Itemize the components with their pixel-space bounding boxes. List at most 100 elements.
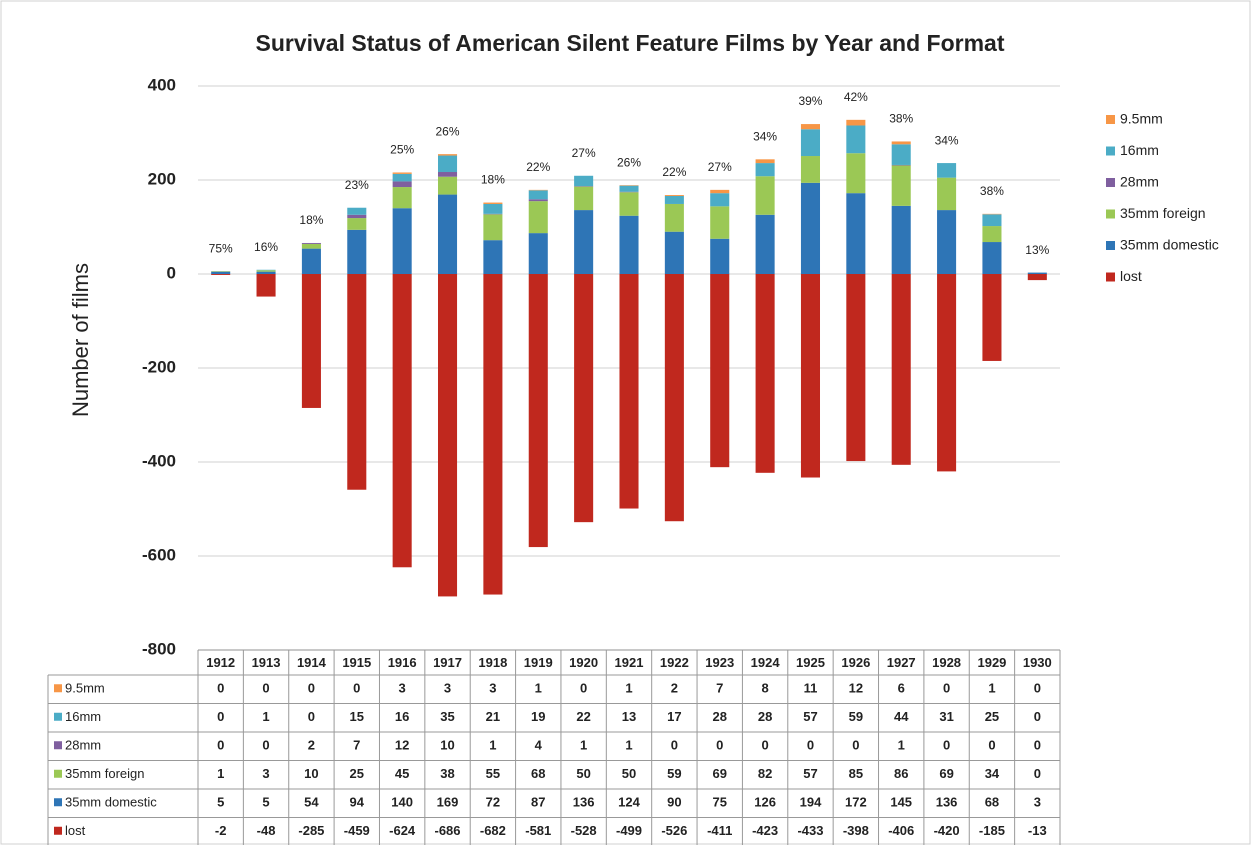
table-cell: 13	[622, 709, 636, 724]
x-tick-label: 1926	[841, 655, 870, 670]
bar-segment	[483, 240, 503, 274]
table-cell: 0	[262, 681, 269, 696]
bar-segment	[392, 208, 412, 274]
x-tick-label: 1912	[206, 655, 235, 670]
bar-segment	[347, 207, 367, 215]
bar-segment	[301, 274, 321, 408]
bar-segment	[891, 165, 911, 206]
table-cell: 5	[217, 795, 224, 810]
table-cell: 11	[804, 681, 818, 696]
table-swatch	[54, 712, 62, 721]
table-cell: 1	[988, 681, 995, 696]
table-cell: 38	[440, 766, 454, 781]
bar-segment	[846, 119, 866, 126]
table-row-label: 9.5mm	[65, 681, 105, 696]
bar-segment	[710, 274, 730, 468]
bar-segment	[437, 194, 458, 274]
bar-segment	[664, 195, 684, 204]
table-cell: 10	[304, 766, 318, 781]
table-swatch	[54, 769, 62, 778]
table-cell: -459	[344, 823, 370, 838]
table-cell: 1	[489, 738, 496, 753]
table-cell: 0	[807, 738, 814, 753]
table-cell: 31	[939, 709, 953, 724]
table-row-label: 28mm	[65, 738, 101, 753]
x-tick-label: 1920	[569, 655, 598, 670]
bar-segment	[347, 274, 367, 490]
table-cell: 0	[353, 681, 360, 696]
bar-segment	[982, 226, 1002, 243]
table-cell: 44	[894, 709, 909, 724]
table-cell: -423	[752, 823, 778, 838]
x-tick-label: 1915	[342, 655, 371, 670]
table-cell: 12	[395, 738, 409, 753]
x-tick-label: 1923	[705, 655, 734, 670]
table-cell: 50	[576, 766, 590, 781]
table-cell: 136	[573, 795, 595, 810]
table-cell: 145	[890, 795, 912, 810]
table-cell: 0	[217, 681, 224, 696]
table-swatch	[54, 684, 62, 693]
bar-segment	[800, 182, 821, 274]
bar-segment	[937, 163, 957, 178]
y-tick-label: 400	[148, 75, 176, 94]
survival-label: 75%	[209, 241, 233, 255]
survival-label: 13%	[1025, 243, 1049, 257]
bar-segment	[392, 187, 412, 209]
x-tick-label: 1913	[252, 655, 281, 670]
table-swatch	[54, 826, 62, 835]
y-tick-label: -400	[142, 451, 176, 470]
table-cell: 0	[1034, 766, 1041, 781]
table-cell: 10	[440, 738, 454, 753]
bar-segment	[800, 156, 821, 183]
table-cell: 0	[262, 738, 269, 753]
bar-segment	[755, 176, 775, 215]
bar-segment	[301, 248, 321, 274]
bar-segment	[301, 243, 321, 249]
table-cell: 45	[395, 766, 409, 781]
legend-label: lost	[1120, 268, 1142, 284]
table-cell: 0	[761, 738, 768, 753]
table-cell: 1	[217, 766, 224, 781]
bar-segment	[846, 153, 866, 194]
table-cell: 34	[985, 766, 1000, 781]
table-cell: 17	[667, 709, 681, 724]
table-cell: 0	[1034, 738, 1041, 753]
legend-swatch	[1106, 178, 1115, 187]
table-cell: 7	[353, 738, 360, 753]
survival-label: 27%	[572, 146, 596, 160]
table-cell: -499	[616, 823, 642, 838]
survival-label: 26%	[617, 155, 641, 169]
table-cell: 140	[391, 795, 413, 810]
x-tick-label: 1917	[433, 655, 462, 670]
bar-segment	[664, 274, 684, 522]
table-cell: -185	[979, 823, 1005, 838]
survival-label: 39%	[798, 94, 822, 108]
table-row-label: lost	[65, 823, 86, 838]
x-tick-label: 1929	[977, 655, 1006, 670]
table-row-label: 35mm foreign	[65, 766, 144, 781]
table-cell: 4	[535, 738, 543, 753]
bar-segment	[392, 172, 412, 174]
bar-segment	[1027, 274, 1047, 281]
survival-label: 23%	[345, 178, 369, 192]
table-cell: -411	[707, 823, 732, 838]
table-cell: 136	[936, 795, 958, 810]
bar-segment	[483, 203, 503, 214]
bar-segment	[846, 274, 866, 462]
bar-segment	[347, 229, 367, 274]
table-cell: 69	[939, 766, 953, 781]
table-cell: 68	[985, 795, 999, 810]
table-cell: -624	[389, 823, 416, 838]
table-cell: 3	[444, 681, 451, 696]
y-tick-label: -800	[142, 639, 176, 658]
table-cell: 16	[395, 709, 409, 724]
table-swatch	[54, 741, 62, 750]
bar-segment	[800, 124, 821, 130]
bar-segment	[982, 274, 1002, 361]
table-cell: 1	[262, 709, 269, 724]
bar-segment	[437, 172, 458, 177]
table-cell: 194	[800, 795, 822, 810]
bar-segment	[574, 186, 594, 211]
table-cell: 0	[308, 681, 315, 696]
